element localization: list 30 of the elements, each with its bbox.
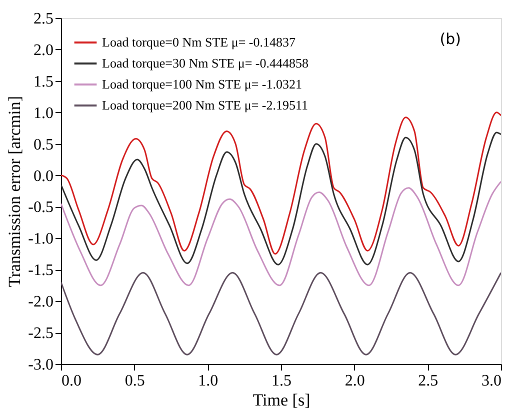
x-tick-label: 2.0 (344, 372, 365, 390)
x-tick-label: 3.0 (482, 372, 502, 390)
line-series (61, 132, 501, 266)
y-axis-title: Transmission error [arcmin] (5, 96, 24, 288)
legend-label: Load torque=0 Nm STE μ= -0.14837 (102, 34, 296, 50)
annotation: (b) (440, 30, 461, 48)
y-tick-label: -3.0 (28, 356, 54, 374)
y-tick-label: -1.0 (28, 230, 54, 248)
legend-label: Load torque=200 Nm STE μ= -2.19511 (102, 98, 308, 112)
y-tick-label: 0.0 (34, 168, 54, 185)
x-tick-label: 0.0 (62, 372, 82, 390)
legend-label: Load torque=100 Nm STE μ= -1.0321 (102, 76, 302, 92)
x-axis-title: Time [s] (252, 390, 310, 410)
line-series (61, 180, 501, 286)
legend-label: Load torque=30 Nm STE μ= -0.444858 (102, 56, 308, 70)
y-tick-label: -0.5 (28, 199, 54, 216)
y-tick-label: 1.5 (34, 73, 54, 90)
y-tick-label: -2.0 (28, 294, 54, 311)
y-tick-label: -2.5 (28, 325, 54, 342)
x-tick-label: 0.5 (124, 372, 145, 390)
x-tick-label: 1.0 (198, 372, 218, 390)
x-tick-label: 2.5 (418, 372, 438, 390)
line-series (61, 112, 501, 255)
y-tick-label: 0.5 (34, 136, 54, 154)
y-tick-label: 2.5 (34, 10, 54, 28)
y-tick-label: -1.5 (28, 262, 54, 280)
y-tick-label: 2.0 (34, 42, 54, 59)
y-tick-label: 1.0 (34, 104, 54, 122)
x-tick-label: 1.5 (272, 372, 292, 390)
line-series (61, 272, 501, 356)
